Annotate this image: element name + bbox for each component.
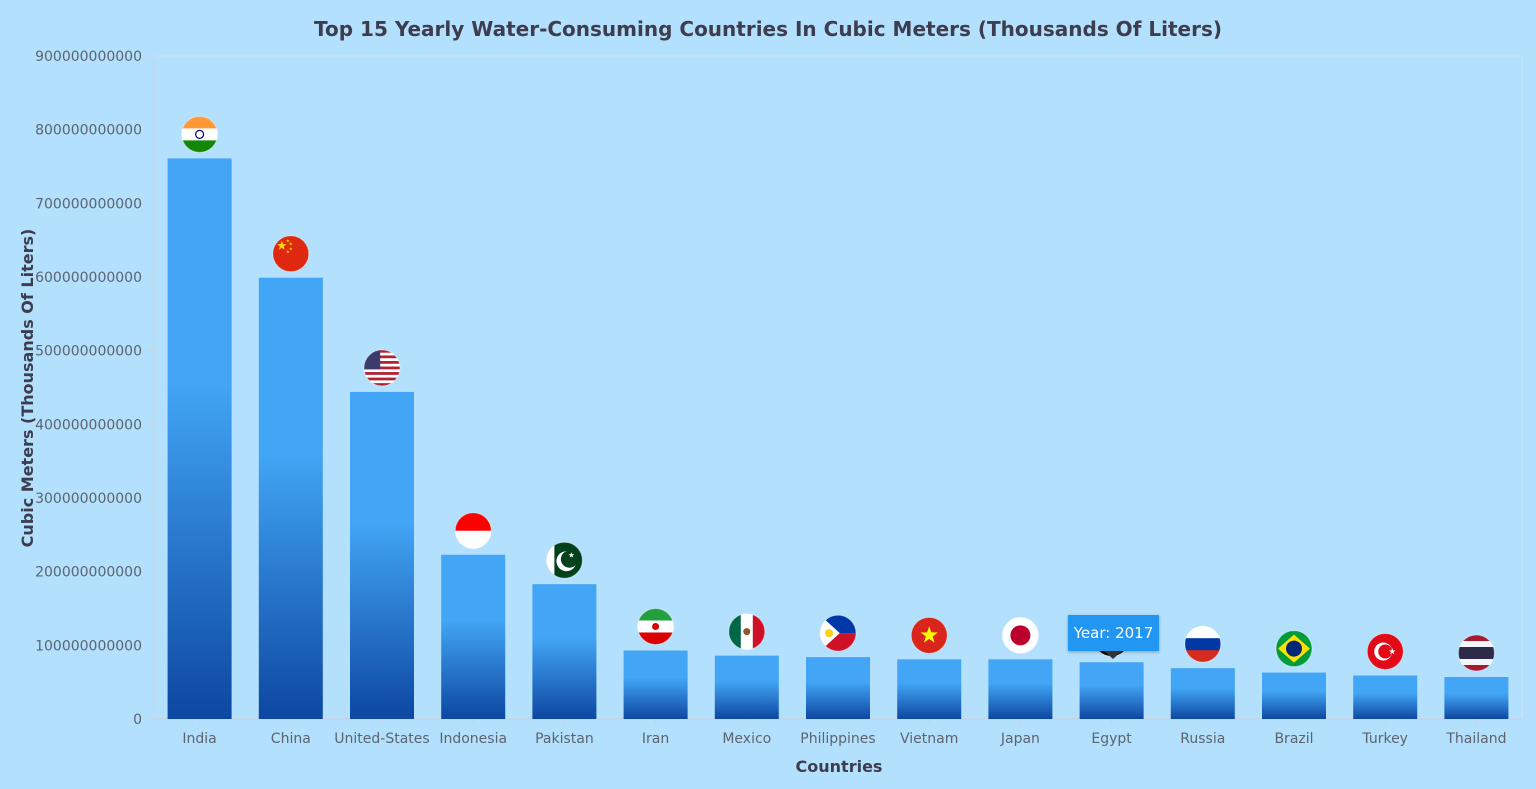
x-tick-label: Russia [1180, 731, 1225, 747]
y-tick-label: 500000000000 [35, 344, 142, 360]
x-tick-label: Iran [642, 731, 669, 747]
tooltip: Year: 2017 [1068, 615, 1159, 651]
x-axis-title: Countries [796, 757, 883, 776]
x-tick-label: Indonesia [439, 731, 507, 747]
y-tick-label: 700000000000 [35, 196, 142, 212]
bar-turkey[interactable] [1353, 675, 1418, 719]
y-tick-label: 800000000000 [35, 123, 142, 139]
x-tick-label: Turkey [1361, 731, 1408, 747]
bar-brazil[interactable] [1262, 672, 1326, 719]
bar-indonesia[interactable] [441, 554, 506, 719]
y-axis-title: Cubic Meters (Thousands Of Liters) [18, 229, 37, 548]
pakistan-flag-icon [545, 541, 583, 579]
vietnam-flag-icon [910, 616, 948, 654]
x-tick-label: Vietnam [900, 731, 958, 747]
bar-vietnam[interactable] [897, 659, 962, 719]
bar-russia[interactable] [1170, 668, 1235, 719]
bar-iran[interactable] [623, 650, 688, 719]
y-tick-label: 900000000000 [35, 49, 142, 65]
bar-egypt[interactable] [1079, 662, 1144, 719]
x-tick-label: Japan [1000, 731, 1040, 747]
chart-title: Top 15 Yearly Water-Consuming Countries … [314, 17, 1222, 41]
iran-flag-icon [637, 607, 675, 645]
china-flag-icon [272, 235, 310, 273]
x-tick-label: Philippines [800, 731, 875, 747]
bar-united-states[interactable] [350, 391, 414, 719]
x-tick-label: Brazil [1274, 731, 1313, 747]
x-tick-label: Mexico [722, 731, 771, 747]
philippines-flag-icon [819, 614, 857, 652]
mexico-flag-icon [728, 613, 766, 651]
x-tick-label: Egypt [1091, 731, 1132, 747]
x-tick-label: United-States [334, 731, 429, 747]
bar-japan[interactable] [988, 659, 1053, 719]
turkey-flag-icon [1366, 633, 1404, 671]
japan-flag-icon [1001, 616, 1039, 654]
bar-china[interactable] [258, 277, 323, 719]
y-tick-label: 400000000000 [35, 417, 142, 433]
x-tick-label: Thailand [1445, 731, 1506, 747]
india-flag-icon [181, 115, 219, 153]
y-tick-label: 300000000000 [35, 491, 142, 507]
y-tick-label: 100000000000 [35, 638, 142, 654]
x-tick-label: India [182, 731, 216, 747]
x-tick-label: China [271, 731, 311, 747]
bar-india[interactable] [167, 158, 232, 719]
x-tick-label: Pakistan [535, 731, 594, 747]
russia-flag-icon [1184, 625, 1222, 663]
bar-mexico[interactable] [714, 655, 779, 719]
bar-thailand[interactable] [1444, 677, 1509, 719]
bar-pakistan[interactable] [532, 584, 597, 719]
indonesia-flag-icon [454, 512, 492, 550]
tooltip-arrow [1104, 651, 1122, 659]
usa-flag-icon [363, 349, 401, 387]
brazil-flag-icon [1275, 630, 1313, 668]
y-tick-label: 600000000000 [35, 270, 142, 286]
bar-philippines[interactable] [806, 657, 870, 719]
y-tick-label: 0 [133, 712, 142, 728]
y-tick-label: 200000000000 [35, 565, 142, 581]
thailand-flag-icon [1457, 634, 1495, 672]
